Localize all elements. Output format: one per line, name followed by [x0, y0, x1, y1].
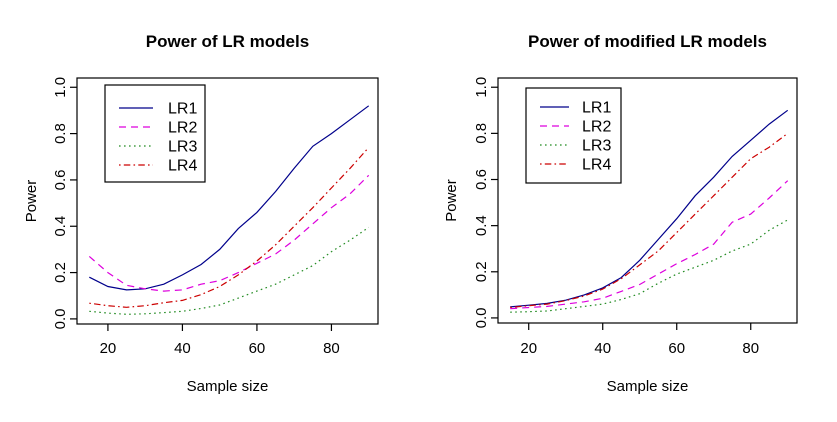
right-chart: Power of modified LR models 20 40 60 80 0.0 0.…	[443, 32, 798, 395]
y-tick-label: 0.2	[473, 261, 490, 282]
legend-box	[525, 87, 622, 184]
left-chart-panel: Power of LR models 20 40 60 80 0.0 0.2 0.4 0.6 0.…	[0, 0, 418, 422]
y-axis-title: Power	[443, 179, 460, 222]
legend-label-lr4: LR4	[582, 157, 611, 174]
series-line-lr3	[89, 226, 370, 315]
chart-title: Power of LR models	[146, 32, 309, 51]
x-tick-label: 20	[100, 340, 117, 357]
x-tick-label: 60	[249, 340, 266, 357]
x-tick-label: 80	[323, 340, 340, 357]
chart-title: Power of modified LR models	[528, 32, 767, 51]
series-line-lr4	[89, 147, 370, 308]
y-tick-label: 0.8	[473, 123, 490, 144]
x-axis-title: Sample size	[187, 378, 269, 395]
legend-box	[104, 84, 206, 183]
series-line-lr3	[510, 219, 788, 313]
x-tick-label: 40	[594, 340, 611, 357]
x-tick-label: 40	[174, 340, 191, 357]
plot-box	[497, 77, 798, 324]
y-axis-title: Power	[23, 180, 40, 223]
series-line-lr4	[510, 132, 789, 309]
y-tick-label: 0.0	[52, 308, 69, 329]
legend-label-lr3: LR3	[582, 138, 611, 155]
y-tick-label: 1.0	[473, 77, 490, 98]
plot-box	[76, 77, 379, 325]
legend-label-lr2: LR2	[168, 120, 197, 137]
right-chart-panel: Power of modified LR models 20 40 60 80 0.0 0.…	[419, 0, 837, 422]
series-line-lr1	[89, 105, 370, 291]
y-tick-label: 0.8	[52, 123, 69, 144]
x-tick-label: 20	[520, 340, 537, 357]
legend-label-lr3: LR3	[168, 139, 197, 156]
y-tick-label: 1.0	[52, 77, 69, 98]
x-tick-label: 60	[668, 340, 685, 357]
series-line-lr2	[510, 180, 789, 310]
y-tick-label: 0.6	[473, 169, 490, 190]
legend-label-lr4: LR4	[168, 158, 197, 175]
legend-label-lr1: LR1	[168, 101, 197, 118]
x-tick-label: 80	[742, 340, 759, 357]
left-chart: Power of LR models 20 40 60 80 0.0 0.2 0.4 0.6 0.…	[23, 32, 379, 395]
y-tick-label: 0.4	[52, 216, 69, 237]
y-tick-label: 0.2	[52, 262, 69, 283]
legend-label-lr2: LR2	[582, 119, 611, 136]
x-axis-title: Sample size	[607, 378, 689, 395]
series-line-lr2	[88, 174, 370, 292]
y-tick-label: 0.6	[52, 169, 69, 190]
series-line-lr1	[510, 109, 789, 308]
legend-label-lr1: LR1	[582, 100, 611, 117]
y-tick-label: 0.4	[473, 215, 490, 236]
y-tick-label: 0.0	[473, 307, 490, 328]
